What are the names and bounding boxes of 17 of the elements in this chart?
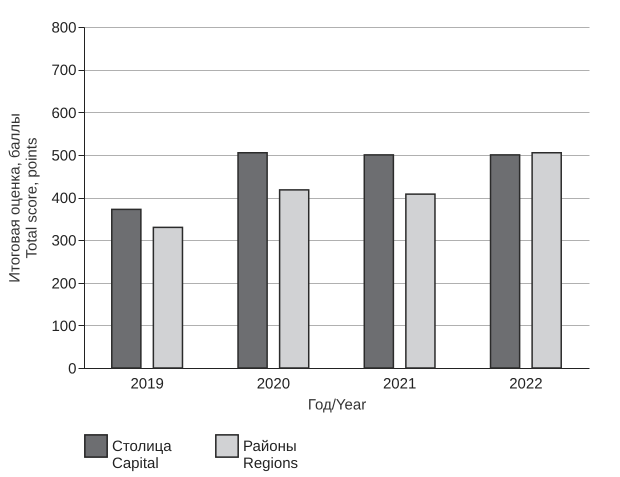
y-axis-title: Итоговая оценка, баллы Total score, points	[6, 113, 40, 283]
legend-label: Столица Capital	[112, 438, 172, 472]
x-tick-label: 2022	[509, 376, 543, 392]
x-tick-label: 2019	[130, 376, 164, 392]
y-tick-label: 600	[51, 104, 76, 122]
y-tick-label: 400	[51, 190, 76, 207]
x-tick-label: 2021	[382, 376, 416, 392]
y-tick-label: 100	[51, 318, 76, 335]
x-tick-label: 2020	[256, 376, 290, 392]
y-tick-label: 200	[51, 275, 76, 292]
y-tick-label: 300	[51, 232, 76, 250]
y-tick-label: 500	[51, 147, 76, 164]
y-tick-label: 0	[68, 360, 76, 378]
y-tick-label: 700	[51, 62, 76, 80]
x-axis-title: Год/Year	[308, 396, 366, 414]
legend-label: Районы Regions	[243, 438, 298, 472]
y-tick-label: 800	[51, 20, 76, 36]
